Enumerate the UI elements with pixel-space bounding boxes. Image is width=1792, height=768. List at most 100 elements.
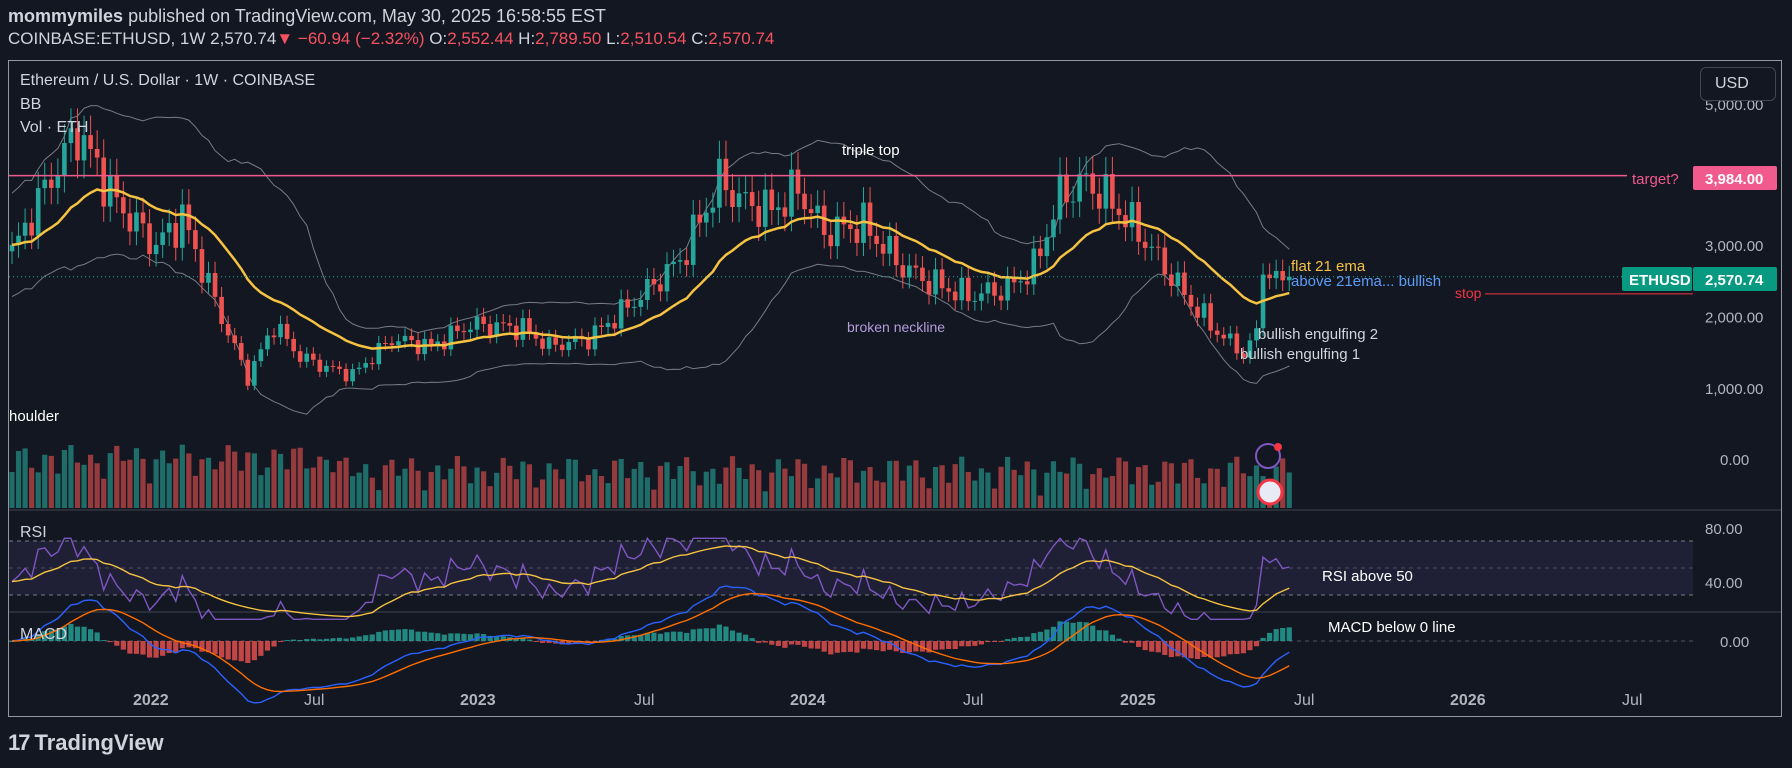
- candle-body: [867, 202, 873, 236]
- volume-bar: [520, 461, 526, 508]
- candle-body: [101, 157, 106, 207]
- macd-histogram-bar: [1247, 641, 1253, 651]
- candle-body: [29, 222, 34, 236]
- x-tick: Jul: [1294, 692, 1314, 709]
- x-tick: 2024: [790, 692, 826, 709]
- volume-bar: [539, 479, 546, 508]
- macd-histogram-bar: [1175, 641, 1181, 657]
- y-tick: 2,000.00: [1705, 310, 1763, 327]
- macd-histogram-bar: [435, 633, 441, 641]
- candle-body: [900, 265, 906, 278]
- author-name[interactable]: mommymiles: [8, 6, 124, 26]
- candle-body: [1077, 174, 1082, 202]
- macd-legend[interactable]: MACD: [20, 626, 68, 643]
- lightning-icon[interactable]: [1255, 443, 1281, 469]
- candle-body: [1024, 281, 1030, 285]
- chart-title[interactable]: Ethereum / U.S. Dollar · 1W · COINBASE: [20, 72, 316, 89]
- candle-body: [206, 273, 211, 283]
- macd-histogram-bar: [834, 641, 840, 653]
- volume-bar: [1044, 472, 1050, 508]
- close-label: C:: [691, 29, 709, 48]
- macd-histogram-bar: [657, 633, 664, 641]
- volume-bar: [1136, 467, 1142, 508]
- candle-body: [225, 323, 231, 336]
- macd-histogram-bar: [939, 641, 945, 650]
- volume-bar: [598, 476, 605, 508]
- macd-histogram-bar: [402, 629, 408, 641]
- candle-body: [337, 366, 342, 369]
- volume-bar: [1103, 477, 1109, 508]
- annotation-flat-ema: flat 21 ema: [1291, 258, 1366, 275]
- tradingview-brand[interactable]: 17 TradingView: [8, 730, 164, 756]
- macd-histogram-bar: [107, 641, 113, 643]
- volume-bar: [716, 483, 722, 508]
- candle-body: [749, 192, 755, 206]
- macd-histogram-bar: [867, 641, 873, 650]
- macd-histogram-bar: [959, 641, 965, 647]
- volume-bar: [88, 454, 94, 508]
- bb-legend[interactable]: BB: [20, 96, 42, 113]
- macd-histogram-bar: [887, 641, 893, 650]
- volume-bar: [919, 477, 926, 508]
- candle-body: [291, 338, 296, 352]
- volume-bar: [454, 456, 460, 508]
- volume-bar: [834, 477, 840, 508]
- volume-bar: [297, 447, 303, 508]
- macd-histogram-bar: [906, 641, 912, 653]
- high-value: 2,789.50: [535, 29, 602, 48]
- volume-bar: [205, 457, 212, 508]
- candle-body: [9, 244, 15, 252]
- us-flag-icon[interactable]: [1256, 478, 1284, 506]
- volume-bar: [1149, 484, 1155, 508]
- candle-body: [723, 158, 729, 191]
- ema-21-line: [11, 188, 1290, 350]
- macd-histogram-bar: [684, 632, 690, 641]
- last-price-text: 2,570.74: [1705, 272, 1764, 289]
- low-label: L:: [606, 29, 621, 48]
- macd-histogram-bar: [743, 634, 749, 641]
- macd-histogram-bar: [376, 631, 382, 641]
- volume-bar: [585, 475, 591, 508]
- macd-histogram-bar: [1181, 641, 1188, 658]
- macd-histogram-bar: [1273, 629, 1279, 641]
- macd-histogram-bar: [946, 641, 952, 649]
- candle-body: [389, 343, 395, 346]
- candle-body: [134, 212, 139, 232]
- macd-histogram-bar: [323, 638, 329, 641]
- candle-body: [1286, 276, 1292, 281]
- low-value: 2,510.54: [620, 29, 687, 48]
- volume-bar: [1037, 495, 1043, 508]
- macd-histogram-bar: [533, 641, 539, 642]
- volume-bar: [1142, 465, 1148, 508]
- annotation-engulfing-2: bullish engulfing 2: [1258, 326, 1378, 343]
- currency-button[interactable]: USD: [1700, 67, 1776, 101]
- macd-histogram-bar: [408, 629, 415, 641]
- macd-histogram-bar: [461, 633, 467, 641]
- candle-body: [1228, 333, 1233, 339]
- volume-bar: [1077, 463, 1083, 508]
- volume-bar: [422, 490, 428, 508]
- candle-body: [330, 365, 336, 367]
- candle-body: [1129, 202, 1135, 228]
- candle-body: [605, 323, 611, 327]
- x-tick: 2022: [133, 692, 169, 709]
- macd-histogram-bar: [1090, 625, 1096, 641]
- macd-histogram-bar: [1083, 622, 1089, 641]
- candle-body: [428, 338, 434, 345]
- x-tick: 2026: [1450, 692, 1486, 709]
- candle-body: [1116, 208, 1122, 216]
- volume-bar: [350, 476, 356, 508]
- candle-body: [1070, 201, 1076, 203]
- candle-body: [913, 265, 919, 268]
- symbol-tag: [1622, 267, 1692, 291]
- candle-body: [671, 261, 676, 265]
- rsi-legend[interactable]: RSI: [20, 524, 47, 541]
- candle-body: [245, 359, 251, 386]
- macd-histogram-bar: [729, 630, 736, 641]
- volume-bar: [651, 489, 657, 508]
- candle-body: [985, 282, 991, 294]
- volume-legend[interactable]: Vol · ETH: [20, 119, 89, 136]
- volume-bar: [932, 466, 939, 508]
- volume-bar: [625, 478, 631, 508]
